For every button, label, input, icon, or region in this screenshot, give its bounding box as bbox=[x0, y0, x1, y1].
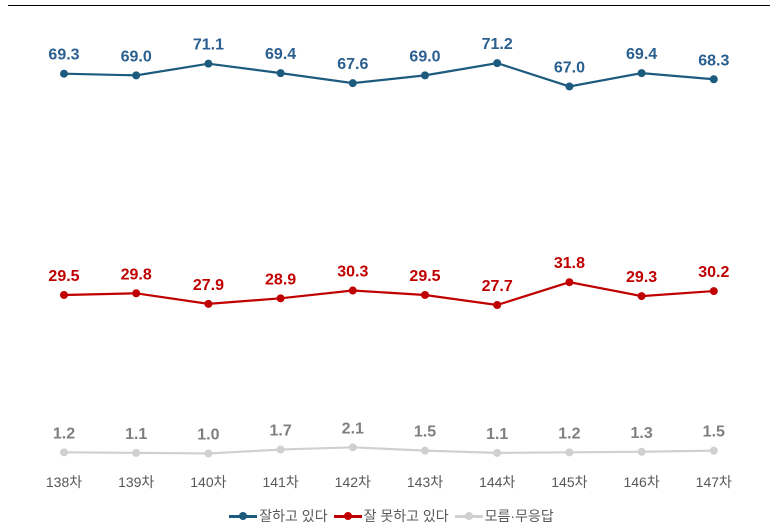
data-label: 71.2 bbox=[482, 36, 513, 53]
data-point bbox=[276, 69, 285, 78]
data-label: 1.7 bbox=[269, 423, 291, 440]
data-point bbox=[60, 448, 68, 457]
line-chart: 69.3 69.0 71.1 69.4 67.6 69.0 71.2 67.0 69.4 68.3… bbox=[46, 36, 732, 490]
data-label: 27.7 bbox=[482, 278, 513, 295]
data-point bbox=[565, 278, 574, 287]
series-line-1 bbox=[63, 281, 714, 307]
data-point bbox=[60, 69, 68, 78]
data-point bbox=[493, 59, 502, 68]
data-point bbox=[276, 445, 285, 454]
data-point bbox=[709, 75, 718, 84]
data-label: 1.2 bbox=[53, 425, 75, 442]
data-point bbox=[637, 69, 646, 78]
data-point bbox=[421, 446, 429, 455]
data-point bbox=[565, 82, 574, 91]
data-label: 1.2 bbox=[558, 425, 580, 442]
top-rule bbox=[8, 5, 770, 6]
legend-item: 잘하고 있다 bbox=[229, 506, 328, 526]
data-point bbox=[637, 447, 646, 456]
data-label: 1.0 bbox=[197, 426, 219, 443]
legend-label: 모름·무응답 bbox=[484, 508, 554, 524]
data-label: 69.4 bbox=[626, 46, 657, 63]
data-point bbox=[421, 71, 429, 80]
x-tick-label: 143차 bbox=[407, 474, 443, 490]
legend-label: 잘 못하고 있다 bbox=[363, 508, 449, 524]
data-label: 69.0 bbox=[121, 48, 152, 65]
data-point bbox=[709, 446, 718, 455]
data-label: 29.5 bbox=[48, 268, 79, 285]
data-point bbox=[421, 290, 429, 299]
x-tick-label: 145차 bbox=[551, 474, 587, 490]
x-tick-label: 140차 bbox=[190, 474, 226, 490]
legend-label: 잘하고 있다 bbox=[259, 508, 328, 524]
data-label: 71.1 bbox=[193, 37, 224, 54]
data-point bbox=[60, 290, 68, 299]
series-line-2 bbox=[63, 446, 714, 455]
data-point bbox=[348, 79, 357, 88]
data-point bbox=[637, 292, 646, 301]
data-label: 68.3 bbox=[698, 52, 729, 69]
data-label: 30.2 bbox=[698, 264, 729, 281]
x-tick-label: 141차 bbox=[262, 474, 298, 490]
data-label: 67.6 bbox=[337, 56, 368, 73]
data-label: 1.5 bbox=[414, 424, 436, 441]
data-point bbox=[348, 443, 357, 452]
data-label: 69.4 bbox=[265, 46, 296, 63]
data-label: 69.3 bbox=[48, 47, 79, 64]
data-label: 2.1 bbox=[342, 420, 364, 437]
data-point bbox=[709, 287, 718, 296]
legend: 잘하고 있다 잘 못하고 있다 모름·무응답 bbox=[0, 506, 783, 526]
data-label: 29.8 bbox=[121, 266, 152, 283]
data-label: 1.5 bbox=[703, 424, 725, 441]
data-label: 1.1 bbox=[486, 426, 508, 443]
data-point bbox=[276, 294, 285, 303]
data-label: 27.9 bbox=[193, 277, 224, 294]
data-label: 69.0 bbox=[409, 48, 440, 65]
x-tick-label: 138차 bbox=[46, 474, 82, 490]
data-label: 1.1 bbox=[125, 426, 147, 443]
x-tick-label: 142차 bbox=[335, 474, 371, 490]
data-point bbox=[204, 449, 213, 458]
data-point bbox=[132, 448, 141, 457]
data-point bbox=[132, 71, 141, 80]
data-label: 31.8 bbox=[554, 255, 585, 272]
data-point bbox=[493, 300, 502, 309]
legend-item: 모름·무응답 bbox=[454, 506, 554, 526]
data-point bbox=[204, 59, 213, 68]
series-line-0 bbox=[63, 61, 714, 88]
x-tick-label: 139차 bbox=[118, 474, 154, 490]
data-point bbox=[132, 289, 141, 298]
data-point bbox=[493, 448, 502, 457]
x-tick-label: 144차 bbox=[479, 474, 515, 490]
data-point bbox=[348, 286, 357, 295]
data-point bbox=[204, 299, 213, 308]
data-label: 28.9 bbox=[265, 271, 296, 288]
data-label: 30.3 bbox=[337, 264, 368, 281]
data-label: 67.0 bbox=[554, 59, 585, 76]
data-label: 29.3 bbox=[626, 269, 657, 286]
x-tick-label: 147차 bbox=[696, 474, 732, 490]
x-tick-label: 146차 bbox=[623, 474, 659, 490]
legend-swatch bbox=[229, 510, 258, 522]
data-point bbox=[565, 448, 574, 457]
legend-swatch bbox=[333, 510, 362, 522]
legend-item: 잘 못하고 있다 bbox=[333, 506, 449, 526]
data-label: 29.5 bbox=[409, 268, 440, 285]
legend-swatch bbox=[454, 510, 483, 522]
data-label: 1.3 bbox=[630, 425, 652, 442]
